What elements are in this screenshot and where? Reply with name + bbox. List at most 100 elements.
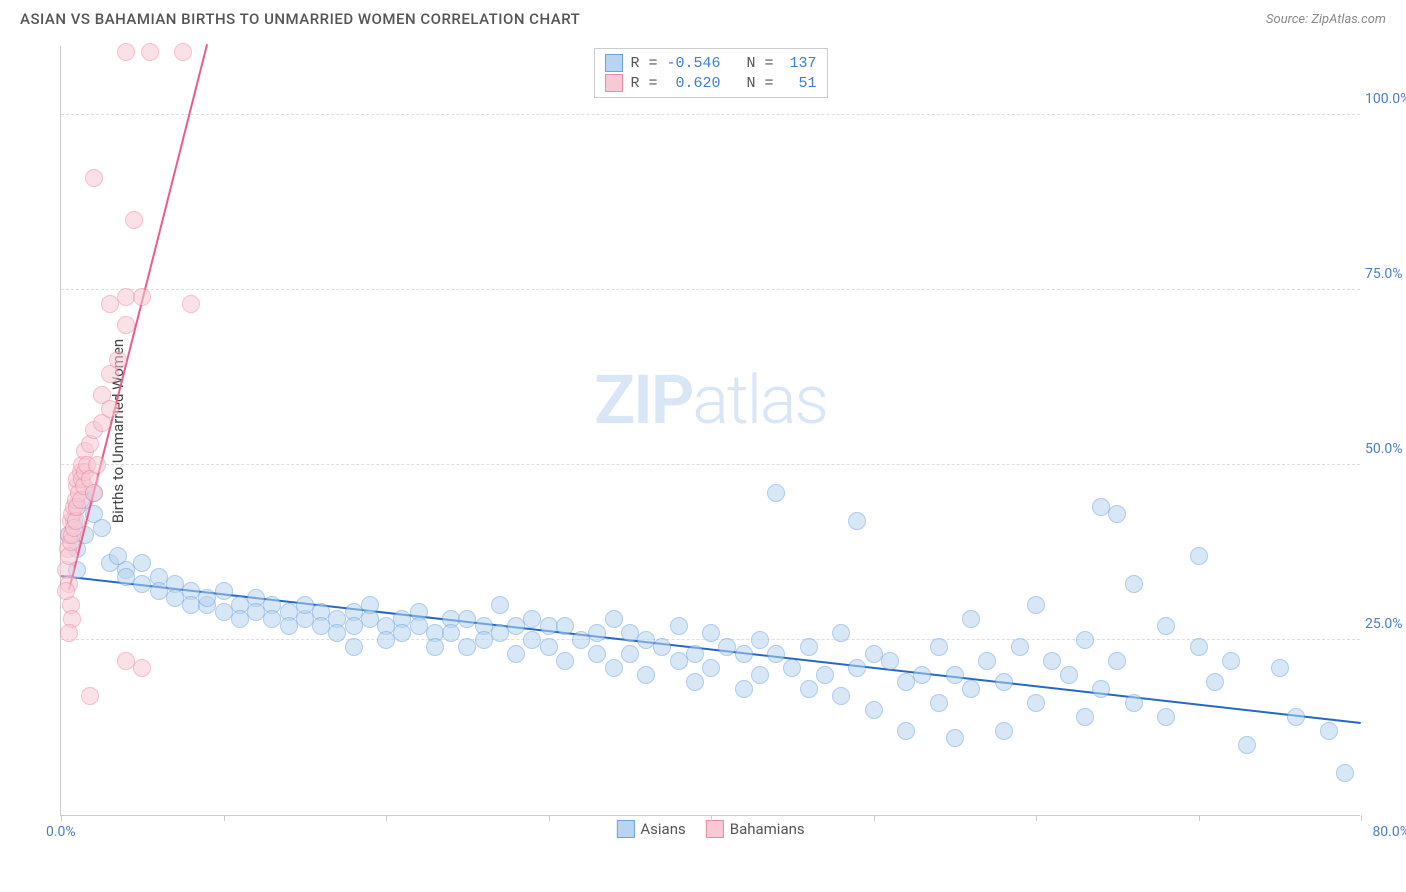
scatter-point xyxy=(1076,631,1094,649)
scatter-point xyxy=(881,652,899,670)
scatter-point xyxy=(637,666,655,684)
stats-legend-box: R = -0.546 N = 137R =0.620 N =51 xyxy=(593,48,827,98)
scatter-point xyxy=(800,680,818,698)
scatter-point xyxy=(848,512,866,530)
scatter-point xyxy=(117,316,135,334)
scatter-point xyxy=(783,659,801,677)
scatter-point xyxy=(556,617,574,635)
scatter-point xyxy=(507,645,525,663)
scatter-point xyxy=(1157,617,1175,635)
scatter-point xyxy=(913,666,931,684)
scatter-point xyxy=(702,659,720,677)
stat-r-value: -0.546 xyxy=(666,55,721,72)
scatter-point xyxy=(133,659,151,677)
stat-n-value: 137 xyxy=(782,55,817,72)
scatter-point xyxy=(556,652,574,670)
y-tick-label: 25.0% xyxy=(1365,616,1406,632)
scatter-point xyxy=(1287,708,1305,726)
legend-label: Bahamians xyxy=(730,820,805,838)
scatter-point xyxy=(1271,659,1289,677)
scatter-point xyxy=(670,617,688,635)
scatter-point xyxy=(816,666,834,684)
scatter-point xyxy=(141,43,159,61)
scatter-point xyxy=(426,638,444,656)
scatter-point xyxy=(85,169,103,187)
bottom-legend: AsiansBahamians xyxy=(616,820,804,838)
scatter-point xyxy=(588,645,606,663)
scatter-point xyxy=(767,484,785,502)
stat-n-label: N = xyxy=(729,55,774,72)
scatter-point xyxy=(1190,638,1208,656)
scatter-point xyxy=(1043,652,1061,670)
gridline xyxy=(61,289,1360,290)
legend-swatch xyxy=(706,820,724,838)
x-tick xyxy=(61,815,62,821)
scatter-point xyxy=(767,645,785,663)
scatter-point xyxy=(605,610,623,628)
scatter-point xyxy=(1060,666,1078,684)
scatter-point xyxy=(995,722,1013,740)
stat-r-label: R = xyxy=(630,55,657,72)
scatter-point xyxy=(117,43,135,61)
legend-swatch xyxy=(604,54,622,72)
scatter-point xyxy=(1238,736,1256,754)
scatter-point xyxy=(686,645,704,663)
x-axis-min-label: 0.0% xyxy=(46,824,76,840)
scatter-point xyxy=(442,624,460,642)
plot-area: Births to Unmarried Women ZIPatlas 0.0% … xyxy=(60,46,1360,816)
scatter-point xyxy=(1092,680,1110,698)
scatter-point xyxy=(702,624,720,642)
scatter-point xyxy=(133,554,151,572)
scatter-point xyxy=(491,596,509,614)
scatter-point xyxy=(1320,722,1338,740)
scatter-point xyxy=(735,645,753,663)
legend-item: Bahamians xyxy=(706,820,805,838)
scatter-point xyxy=(978,652,996,670)
scatter-point xyxy=(962,610,980,628)
gridline xyxy=(61,464,1360,465)
x-tick xyxy=(549,815,550,821)
scatter-point xyxy=(101,400,119,418)
scatter-point xyxy=(832,624,850,642)
scatter-point xyxy=(1108,652,1126,670)
y-tick-label: 75.0% xyxy=(1365,266,1406,282)
scatter-point xyxy=(1076,708,1094,726)
x-tick xyxy=(1036,815,1037,821)
scatter-point xyxy=(1027,694,1045,712)
legend-swatch xyxy=(616,820,634,838)
scatter-point xyxy=(588,624,606,642)
gridline xyxy=(61,114,1360,115)
scatter-point xyxy=(946,729,964,747)
scatter-point xyxy=(540,638,558,656)
scatter-point xyxy=(751,666,769,684)
scatter-point xyxy=(101,295,119,313)
x-tick xyxy=(711,815,712,821)
scatter-point xyxy=(653,638,671,656)
scatter-point xyxy=(125,211,143,229)
scatter-point xyxy=(60,624,78,642)
stat-r-label: R = xyxy=(630,75,657,92)
scatter-point xyxy=(1125,575,1143,593)
scatter-point xyxy=(345,638,363,656)
scatter-point xyxy=(215,582,233,600)
scatter-point xyxy=(174,43,192,61)
scatter-point xyxy=(800,638,818,656)
y-tick-label: 100.0% xyxy=(1365,91,1406,107)
y-tick-label: 50.0% xyxy=(1365,441,1406,457)
scatter-point xyxy=(995,673,1013,691)
scatter-point xyxy=(109,547,127,565)
scatter-point xyxy=(930,694,948,712)
stats-row: R =0.620 N =51 xyxy=(604,73,816,93)
stat-n-label: N = xyxy=(729,75,774,92)
scatter-point xyxy=(182,295,200,313)
x-tick xyxy=(874,815,875,821)
scatter-point xyxy=(1125,694,1143,712)
scatter-point xyxy=(361,596,379,614)
scatter-point xyxy=(605,659,623,677)
x-tick xyxy=(386,815,387,821)
scatter-point xyxy=(751,631,769,649)
scatter-point xyxy=(865,701,883,719)
scatter-point xyxy=(1190,547,1208,565)
scatter-point xyxy=(133,288,151,306)
source-label: Source: ZipAtlas.com xyxy=(1266,12,1386,27)
